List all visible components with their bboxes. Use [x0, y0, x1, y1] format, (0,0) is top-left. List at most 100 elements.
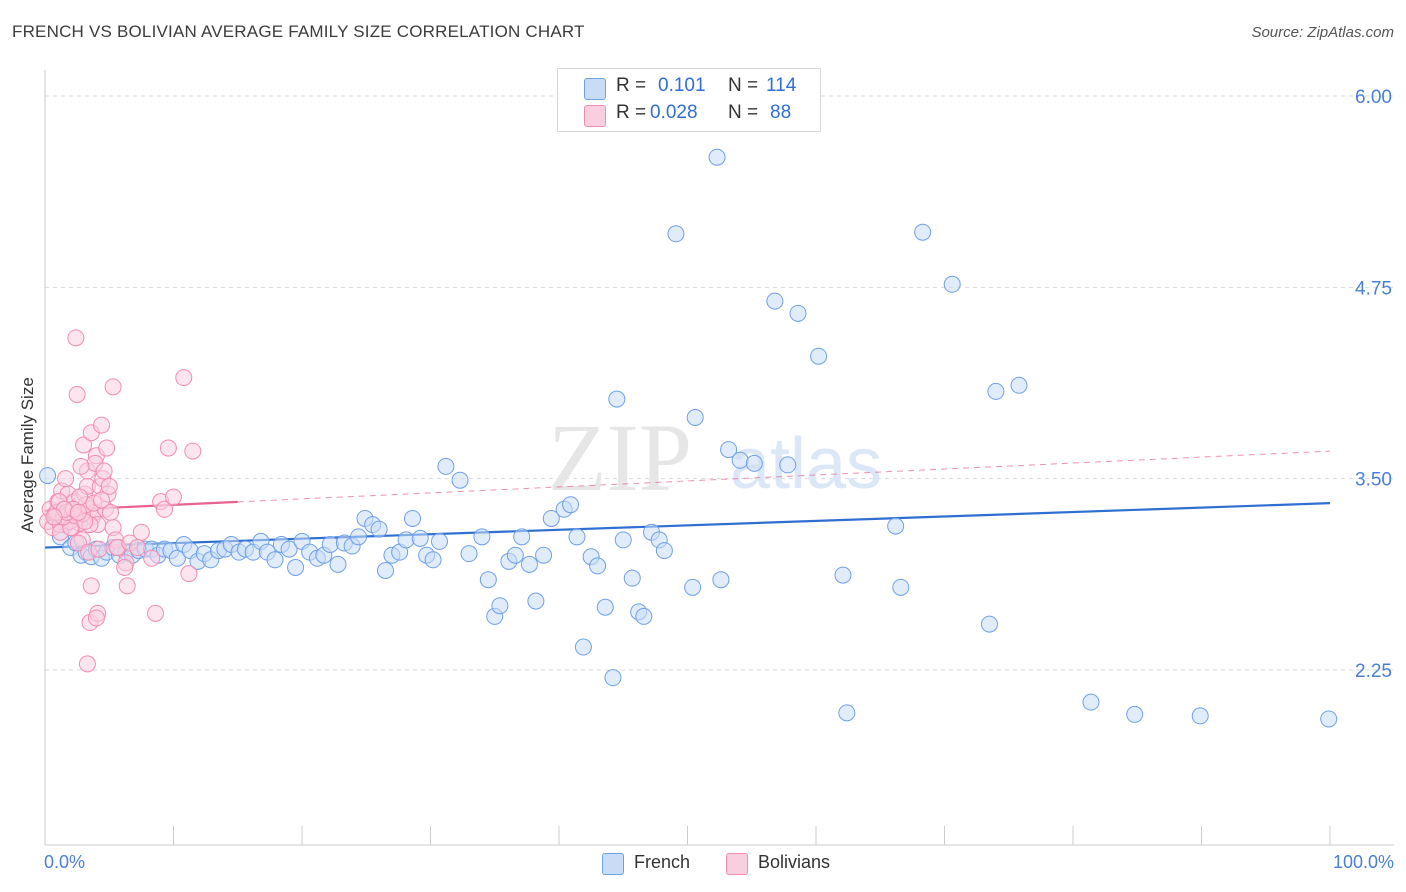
french-point	[892, 578, 910, 596]
legend-french-swatch	[602, 853, 624, 875]
bolivians-points	[39, 329, 202, 673]
french-point	[377, 562, 395, 580]
bolivians-n-label: N =	[728, 102, 759, 123]
bolivians-point	[95, 462, 113, 480]
x-tick-label-max: 100.0%	[1332, 852, 1394, 872]
french-point	[838, 704, 856, 722]
french-point	[623, 569, 641, 587]
bolivians-point	[143, 549, 161, 567]
french-point	[712, 571, 730, 589]
french-point	[596, 598, 614, 616]
french-point	[430, 532, 448, 550]
bolivians-point	[93, 416, 111, 434]
french-point	[568, 528, 586, 546]
french-point	[350, 528, 368, 546]
french-point	[321, 535, 339, 553]
bolivians-r-value: 0.028	[650, 102, 698, 123]
y-tick-label: 3.50	[1355, 470, 1392, 491]
bolivians-point	[93, 491, 111, 509]
bolivians-point	[90, 540, 108, 558]
french-point	[608, 390, 626, 408]
watermark: ZIP atlas	[548, 404, 882, 511]
bolivians-point	[118, 577, 136, 595]
french-r-value: 0.101	[658, 75, 706, 96]
french-point	[766, 292, 784, 310]
source-credit: Source: ZipAtlas.com	[1251, 24, 1394, 41]
bolivians-r-label: R =	[616, 102, 647, 123]
bolivians-point	[98, 439, 116, 457]
french-point	[437, 457, 455, 475]
french-r-label: R =	[616, 75, 647, 96]
french-point	[535, 546, 553, 564]
french-point	[943, 275, 961, 293]
axes	[44, 70, 1394, 846]
bolivians-point	[165, 488, 182, 506]
french-n-label: N =	[728, 75, 759, 96]
legend-french-label: French	[634, 852, 691, 872]
y-tick-label: 4.75	[1355, 278, 1392, 299]
bolivians-point	[72, 457, 90, 475]
french-point	[684, 578, 702, 596]
french-point	[404, 509, 422, 527]
french-point	[574, 638, 592, 656]
y-tick-label: 2.25	[1355, 661, 1392, 682]
french-point	[987, 382, 1005, 400]
french-point	[168, 549, 186, 567]
french-point	[473, 528, 491, 546]
french-point	[1082, 693, 1100, 711]
french-point	[1010, 376, 1028, 394]
french-point	[460, 545, 478, 563]
bolivians-point	[132, 523, 150, 541]
stats-box: R = 0.101 N = 114 R = 0.028 N = 88	[557, 68, 821, 132]
french-point	[914, 223, 932, 241]
french-point	[745, 454, 763, 472]
french-point	[1320, 710, 1338, 728]
stats-row-french: R = 0.101 N = 114	[558, 75, 820, 101]
french-point	[562, 496, 580, 514]
french-point	[614, 531, 632, 549]
french-point	[1126, 705, 1144, 723]
legend-bolivians-label: Bolivians	[758, 852, 831, 872]
french-point	[513, 528, 531, 546]
bolivians-point	[78, 655, 96, 673]
french-n-value: 114	[766, 75, 797, 96]
french-point	[527, 592, 545, 610]
french-point	[424, 551, 442, 569]
x-tick-label-min: 0.0%	[44, 852, 86, 872]
french-point	[411, 529, 429, 547]
french-point	[491, 597, 509, 615]
bolivians-point	[116, 558, 134, 576]
french-point	[810, 347, 828, 365]
french-point	[731, 451, 749, 469]
french-point	[542, 509, 560, 527]
stats-row-bolivians: R = 0.028 N = 88	[558, 102, 820, 128]
bolivians-point	[156, 500, 174, 518]
french-point	[370, 520, 388, 538]
french-point	[635, 607, 653, 625]
french-point	[779, 456, 797, 474]
y-tick-label: 6.00	[1355, 87, 1392, 108]
bolivians-point	[68, 385, 86, 403]
french-point	[280, 540, 298, 558]
legend-bolivians-swatch	[726, 853, 748, 875]
french-point	[667, 225, 685, 243]
legend: French Bolivians	[0, 852, 1406, 876]
bolivians-point	[104, 378, 122, 396]
bolivians-swatch	[584, 105, 606, 127]
bolivians-point	[147, 604, 165, 622]
bolivians-point	[184, 442, 202, 460]
french-point	[329, 555, 347, 573]
bolivians-point	[69, 503, 87, 521]
french-point	[589, 557, 607, 575]
french-point	[686, 408, 704, 426]
french-point	[397, 531, 415, 549]
french-swatch	[584, 78, 606, 100]
bolivians-point	[75, 436, 93, 454]
bolivians-point	[175, 369, 193, 387]
french-point	[708, 148, 726, 166]
chart-title: FRENCH VS BOLIVIAN AVERAGE FAMILY SIZE C…	[12, 22, 585, 41]
bolivians-point	[82, 577, 100, 595]
french-point	[479, 571, 497, 589]
bolivians-point	[87, 609, 105, 627]
